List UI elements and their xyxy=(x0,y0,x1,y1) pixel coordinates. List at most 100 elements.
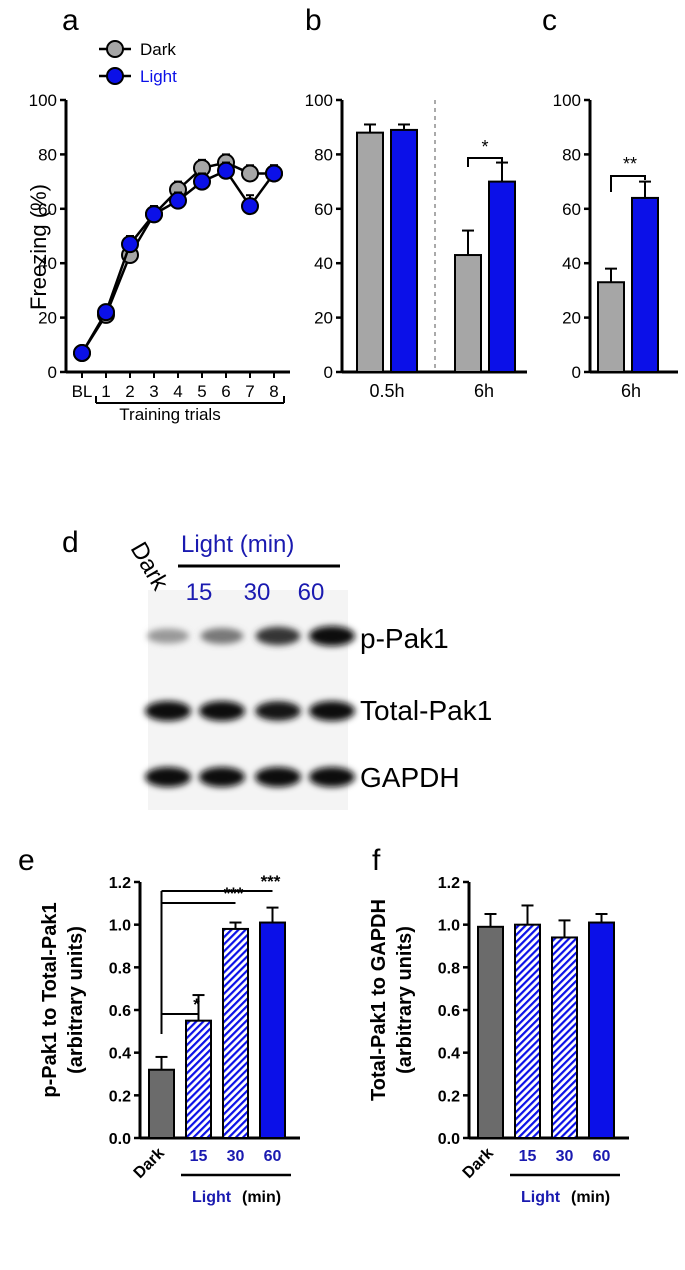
e-y-tick-label: 0.2 xyxy=(109,1088,131,1105)
b-bar xyxy=(390,128,418,373)
a-y-tick-label: 40 xyxy=(38,254,57,273)
f-x-axis-unit: (min) xyxy=(571,1189,610,1206)
b-y-tick-label: 40 xyxy=(314,254,333,273)
chart-panel-b: 0 20 40 60 80 100 0.5h 6h * xyxy=(305,91,527,401)
e-significance-star: *** xyxy=(224,884,244,903)
e-bar xyxy=(185,1019,212,1140)
f-bar xyxy=(477,925,504,1139)
a-legend-marker xyxy=(106,40,124,58)
f-y-tick-label: 0.2 xyxy=(438,1088,460,1105)
f-x-tick-label: Dark xyxy=(460,1145,497,1182)
e-x-tick-label: 30 xyxy=(227,1148,245,1165)
blot-band xyxy=(255,626,301,646)
panel-label-d: d xyxy=(62,526,79,559)
a-y-tick-label: 20 xyxy=(38,309,57,328)
y-axis-label-f-units: (arbitrary units) xyxy=(394,926,416,1074)
b-significance-star: * xyxy=(481,137,488,157)
blot-band xyxy=(309,701,355,721)
a-legend-label: Light xyxy=(140,67,177,86)
a-point-light xyxy=(121,235,139,254)
b-y-tick-label: 20 xyxy=(314,309,333,328)
blot-lane-15: 15 xyxy=(186,579,213,606)
a-x-tick-label: 7 xyxy=(245,382,254,401)
y-axis-label-e-units: (arbitrary units) xyxy=(65,926,87,1074)
a-x-tick-label: 2 xyxy=(125,382,134,401)
e-significance-star: *** xyxy=(261,872,281,891)
a-point-light xyxy=(73,343,91,362)
f-y-tick-label: 0.6 xyxy=(438,1003,460,1020)
e-x-axis-label: Light xyxy=(192,1189,232,1206)
c-y-tick-label: 100 xyxy=(553,91,581,110)
b-y-tick-label: 0 xyxy=(324,363,333,382)
b-y-tick-label: 60 xyxy=(314,200,333,219)
e-y-tick-label: 0.0 xyxy=(109,1131,131,1148)
e-y-tick-label: 1.2 xyxy=(109,875,131,892)
e-y-tick-label: 0.8 xyxy=(109,960,131,977)
panel-label-b: b xyxy=(305,4,322,37)
y-axis-label-a: Freezing (%) xyxy=(26,184,51,310)
blot-header: Light (min) xyxy=(181,531,294,558)
blot-band xyxy=(200,628,244,644)
b-significance-bracket xyxy=(467,157,503,167)
chart-panel-f: Total-Pak1 to GAPDH (arbitrary units) 0.… xyxy=(368,875,629,1206)
c-y-tick-label: 80 xyxy=(562,145,581,164)
blot-band xyxy=(255,767,301,787)
e-bar xyxy=(259,921,286,1139)
blot-row-label-totalpak1: Total-Pak1 xyxy=(360,695,492,726)
b-bar xyxy=(356,131,384,373)
e-x-tick-label: Dark xyxy=(131,1145,168,1182)
e-y-tick-label: 0.6 xyxy=(109,1003,131,1020)
a-point-light xyxy=(169,191,187,210)
blot-lane-60: 60 xyxy=(298,579,325,606)
c-x-tick-label: 6h xyxy=(621,381,641,401)
a-y-tick-label: 80 xyxy=(38,145,57,164)
a-x-tick-label: 1 xyxy=(101,382,110,401)
blot-band xyxy=(255,701,301,721)
c-bar xyxy=(631,196,659,373)
f-bar xyxy=(551,936,578,1140)
f-x-tick-label: 30 xyxy=(556,1148,574,1165)
blot-row-label-ppak1: p-Pak1 xyxy=(360,623,449,654)
a-x-tick-label: 6 xyxy=(221,382,230,401)
e-x-axis-unit: (min) xyxy=(242,1189,281,1206)
c-y-tick-label: 40 xyxy=(562,254,581,273)
f-bar xyxy=(588,921,615,1139)
c-y-tick-label: 0 xyxy=(572,363,581,382)
a-point-dark xyxy=(241,164,259,183)
blot-lane-dark: Dark xyxy=(125,538,174,596)
a-point-light xyxy=(193,172,211,191)
blot-lane-30: 30 xyxy=(244,579,271,606)
f-y-tick-label: 1.0 xyxy=(438,918,460,935)
a-point-light xyxy=(97,303,115,322)
panel-label-c: c xyxy=(542,4,557,37)
f-y-tick-label: 0.8 xyxy=(438,960,460,977)
panel-label-a: a xyxy=(62,4,79,37)
e-significance-star: * xyxy=(193,995,200,1014)
f-bar xyxy=(514,923,541,1140)
c-bar xyxy=(597,281,625,373)
f-y-tick-label: 1.2 xyxy=(438,875,460,892)
a-x-tick-label: 4 xyxy=(173,382,182,401)
f-y-tick-label: 0.4 xyxy=(438,1046,460,1063)
a-y-tick-label: 100 xyxy=(29,91,57,110)
blot-band xyxy=(199,701,245,721)
blot-band xyxy=(199,767,245,787)
x-axis-label-a: Training trials xyxy=(119,405,220,424)
panel-label-f: f xyxy=(372,844,381,877)
a-legend-marker xyxy=(106,67,124,85)
b-x-tick-label: 0.5h xyxy=(369,381,404,401)
e-bar xyxy=(222,927,249,1140)
a-point-light xyxy=(217,161,235,180)
e-bar xyxy=(148,1068,175,1139)
b-bar xyxy=(488,180,516,373)
f-x-axis-label: Light xyxy=(521,1189,561,1206)
western-blot: Light (min) Dark 15 30 60 p-Pak1 Total-P… xyxy=(125,531,492,810)
blot-band xyxy=(309,767,355,787)
b-y-tick-label: 100 xyxy=(305,91,333,110)
c-y-tick-label: 20 xyxy=(562,309,581,328)
b-x-tick-label: 6h xyxy=(474,381,494,401)
f-x-tick-label: 15 xyxy=(519,1148,537,1165)
blot-band xyxy=(145,701,191,721)
b-bar xyxy=(454,254,482,373)
